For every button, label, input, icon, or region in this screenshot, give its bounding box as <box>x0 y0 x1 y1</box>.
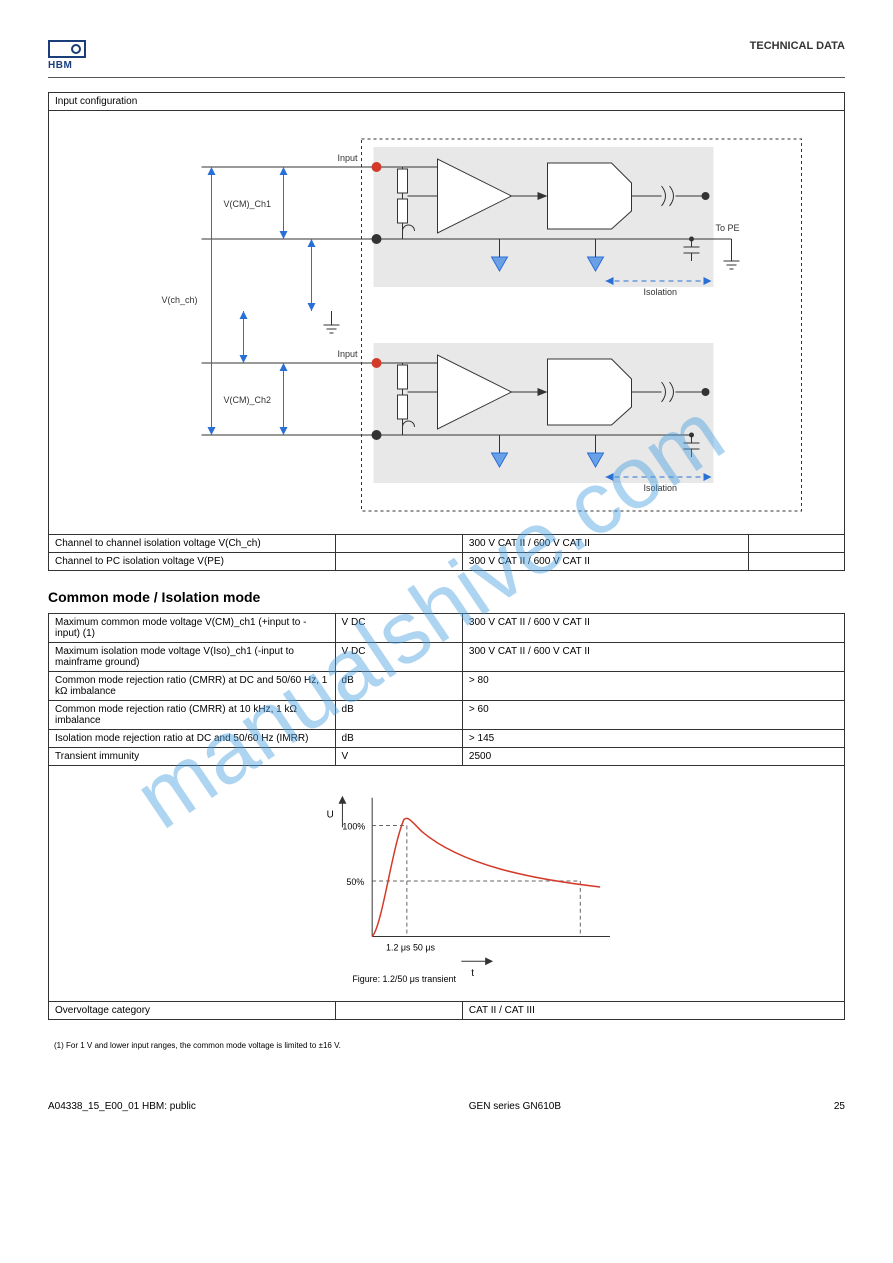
row-label: Common mode rejection ratio (CMRR) at DC… <box>49 672 336 701</box>
overvoltage-c2 <box>335 1002 462 1020</box>
table-footnote: (1) For 1 V and lower input ranges, the … <box>48 1038 845 1053</box>
iso-row-2-c2 <box>335 553 462 571</box>
input-label-2: Input <box>338 349 359 359</box>
brand-logo: HBM <box>48 40 86 71</box>
svg-text:1.2 μs 50 μs: 1.2 μs 50 μs <box>386 942 435 952</box>
iso-row-1-label: Channel to channel isolation voltage V(C… <box>49 535 336 553</box>
row-value: > 60 <box>462 701 844 730</box>
table-row: Channel to channel isolation voltage V(C… <box>49 535 845 553</box>
iso-row-1-c2 <box>335 535 462 553</box>
to-pe-label-1: To PE <box>716 223 740 233</box>
table-row: Common mode rejection ratio (CMRR) at 10… <box>49 701 845 730</box>
hbm-logo-icon <box>48 40 86 62</box>
table-row: Maximum isolation mode voltage V(Iso)_ch… <box>49 643 845 672</box>
row-value: 300 V CAT II / 600 V CAT II <box>462 614 844 643</box>
iso-row-2-c4 <box>749 553 845 571</box>
iso-row-2-c3: 300 V CAT II / 600 V CAT II <box>462 553 749 571</box>
overvoltage-label: Overvoltage category <box>49 1002 336 1020</box>
table-row: Isolation mode rejection ratio at DC and… <box>49 730 845 748</box>
schematic-diagram: Isolation Input To PE <box>49 111 844 531</box>
iso-row-1-c4 <box>749 535 845 553</box>
footer-product: GEN series GN610B <box>469 1101 561 1112</box>
row-unit: V DC <box>335 643 462 672</box>
header-divider <box>48 77 845 78</box>
svg-text:50%: 50% <box>346 877 364 887</box>
isolation-label-1: Isolation <box>644 287 678 297</box>
svg-text:U: U <box>327 810 334 821</box>
overvoltage-c3: CAT II / CAT III <box>462 1002 844 1020</box>
svg-text:V(CM)_Ch2: V(CM)_Ch2 <box>224 395 272 405</box>
isolation-label-2: Isolation <box>644 483 678 493</box>
row-label: Isolation mode rejection ratio at DC and… <box>49 730 336 748</box>
iso-row-1-c3: 300 V CAT II / 600 V CAT II <box>462 535 749 553</box>
section-title: Common mode / Isolation mode <box>48 589 845 605</box>
row-value: > 80 <box>462 672 844 701</box>
row-value: > 145 <box>462 730 844 748</box>
svg-text:V(CM)_Ch1: V(CM)_Ch1 <box>224 199 272 209</box>
row-label: Maximum common mode voltage V(CM)_ch1 (+… <box>49 614 336 643</box>
row-value: 2500 <box>462 748 844 766</box>
svg-text:t: t <box>471 968 474 979</box>
footer-doc-id: A04338_15_E00_01 HBM: public <box>48 1101 196 1112</box>
schematic-cell: Isolation Input To PE <box>49 111 845 535</box>
input-label-1: Input <box>338 153 359 163</box>
row-value: 300 V CAT II / 600 V CAT II <box>462 643 844 672</box>
table-row: Transient immunityV2500 <box>49 748 845 766</box>
row-unit: dB <box>335 730 462 748</box>
table-row: Common mode rejection ratio (CMRR) at DC… <box>49 672 845 701</box>
top-bar: HBM TECHNICAL DATA <box>48 40 845 71</box>
row-label: Common mode rejection ratio (CMRR) at 10… <box>49 701 336 730</box>
iso-row-2-label: Channel to PC isolation voltage V(PE) <box>49 553 336 571</box>
table-row: Channel to PC isolation voltage V(PE) 30… <box>49 553 845 571</box>
row-unit: V DC <box>335 614 462 643</box>
common-mode-table: Maximum common mode voltage V(CM)_ch1 (+… <box>48 613 845 1020</box>
table-row: Maximum common mode voltage V(CM)_ch1 (+… <box>49 614 845 643</box>
page: HBM TECHNICAL DATA Input configuration <box>0 0 893 1152</box>
footer-page: 25 <box>834 1101 845 1112</box>
svg-text:100%: 100% <box>342 821 365 831</box>
svg-text:V(ch_ch): V(ch_ch) <box>162 295 198 305</box>
row-unit: V <box>335 748 462 766</box>
row-unit: dB <box>335 701 462 730</box>
brand-logo-text: HBM <box>48 60 72 71</box>
input-config-header: Input configuration <box>49 93 845 111</box>
page-footer: A04338_15_E00_01 HBM: public GEN series … <box>48 1101 845 1112</box>
row-label: Maximum isolation mode voltage V(Iso)_ch… <box>49 643 336 672</box>
transient-figure-cell: U t 100% 50% <box>49 766 845 1002</box>
input-config-table: Input configuration <box>48 92 845 571</box>
transient-caption: Figure: 1.2/50 μs transient <box>352 974 456 984</box>
row-unit: dB <box>335 672 462 701</box>
table-row: Overvoltage category CAT II / CAT III <box>49 1002 845 1020</box>
chapter-title: TECHNICAL DATA <box>750 40 845 52</box>
transient-chart: U t 100% 50% <box>55 772 838 992</box>
row-label: Transient immunity <box>49 748 336 766</box>
